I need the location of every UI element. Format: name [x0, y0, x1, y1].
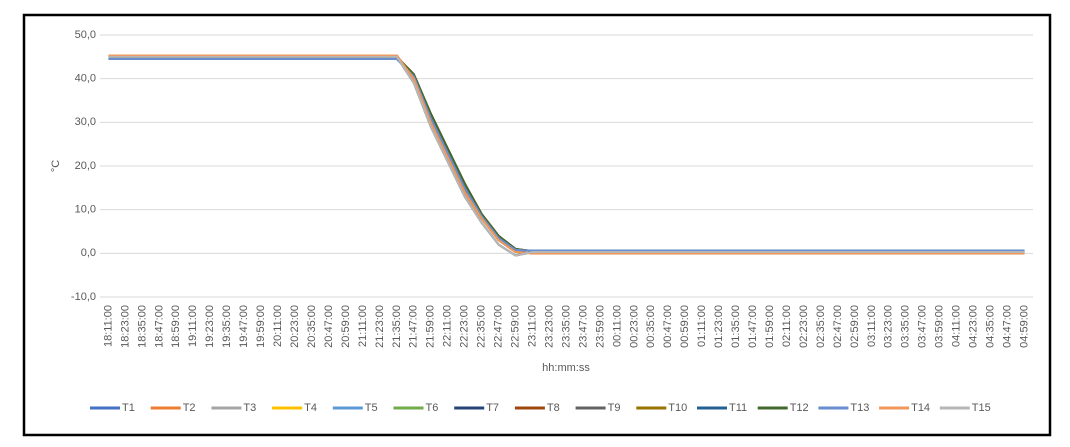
legend-label: T5	[365, 402, 378, 414]
series-line	[108, 58, 1025, 252]
legend-label: T1	[122, 402, 135, 414]
x-tick-label: 18:11:00	[102, 305, 114, 347]
x-tick-label: 22:59:00	[510, 305, 522, 348]
y-tick-label: 0,0	[81, 247, 96, 259]
x-tick-label: 23:59:00	[594, 305, 606, 348]
x-tick-label: 22:35:00	[476, 305, 488, 348]
chart-frame	[22, 13, 1052, 437]
y-axis-label: °C	[50, 160, 62, 172]
series-line	[108, 54, 1025, 255]
x-tick-label: 00:59:00	[679, 305, 691, 348]
legend-label: T10	[668, 402, 687, 414]
x-tick-label: 00:47:00	[662, 305, 674, 348]
x-tick-label: 00:23:00	[628, 305, 640, 348]
x-tick-label: 01:35:00	[730, 305, 742, 348]
legend-label: T14	[911, 402, 930, 414]
x-tick-label: 21:11:00	[357, 305, 369, 347]
x-tick-label: 01:59:00	[764, 305, 776, 348]
x-tick-label: 21:35:00	[391, 305, 403, 348]
x-tick-label: 03:35:00	[900, 305, 912, 348]
legend-label: T9	[608, 402, 621, 414]
x-tick-label: 01:23:00	[713, 305, 725, 348]
x-tick-label: 02:59:00	[849, 305, 861, 348]
x-tick-label: 18:59:00	[170, 305, 182, 348]
x-tick-label: 19:11:00	[187, 305, 199, 347]
legend-label: T6	[426, 402, 439, 414]
x-tick-label: 19:59:00	[255, 305, 267, 348]
x-tick-label: 22:47:00	[493, 305, 505, 348]
x-tick-label: 22:23:00	[459, 305, 471, 348]
x-tick-label: 21:47:00	[408, 305, 420, 348]
y-tick-label: -10,0	[71, 291, 96, 303]
x-tick-label: 20:47:00	[323, 305, 335, 348]
x-tick-label: 03:11:00	[866, 305, 878, 347]
legend-label: T12	[790, 402, 809, 414]
x-tick-label: 01:11:00	[696, 305, 708, 347]
x-tick-label: 23:35:00	[560, 305, 572, 348]
x-tick-label: 23:23:00	[543, 305, 555, 348]
y-tick-label: 50,0	[75, 29, 96, 41]
x-tick-label: 02:47:00	[832, 305, 844, 348]
x-tick-label: 02:23:00	[798, 305, 810, 348]
x-tick-label: 03:47:00	[917, 305, 929, 348]
x-tick-label: 04:23:00	[968, 305, 980, 348]
x-tick-label: 23:47:00	[577, 305, 589, 348]
y-tick-label: 20,0	[75, 160, 96, 172]
x-tick-label: 20:35:00	[306, 305, 318, 348]
legend-label: T8	[547, 402, 560, 414]
x-tick-label: 00:11:00	[611, 305, 623, 347]
x-tick-label: 20:23:00	[289, 305, 301, 348]
x-tick-label: 01:47:00	[747, 305, 759, 348]
y-tick-label: 40,0	[75, 73, 96, 85]
x-tick-label: 18:23:00	[119, 305, 131, 348]
x-tick-label: 23:11:00	[526, 305, 538, 347]
x-tick-label: 19:23:00	[204, 305, 216, 348]
legend-label: T2	[183, 402, 196, 414]
x-tick-label: 20:59:00	[340, 305, 352, 348]
x-tick-label: 21:23:00	[374, 305, 386, 348]
x-tick-label: 04:35:00	[984, 305, 996, 348]
x-tick-label: 20:11:00	[272, 305, 284, 347]
x-tick-label: 18:47:00	[153, 305, 165, 348]
x-tick-label: 18:35:00	[136, 305, 148, 348]
x-tick-label: 04:47:00	[1001, 305, 1013, 348]
x-tick-label: 04:11:00	[951, 305, 963, 347]
x-tick-label: 19:35:00	[221, 305, 233, 348]
x-tick-label: 22:11:00	[442, 305, 454, 347]
x-tick-label: 04:59:00	[1018, 305, 1030, 348]
x-tick-label: 02:11:00	[781, 305, 793, 347]
x-axis-label: hh:mm:ss	[542, 362, 590, 374]
x-tick-label: 03:23:00	[883, 305, 895, 348]
x-tick-label: 00:35:00	[645, 305, 657, 348]
x-tick-label: 21:59:00	[425, 305, 437, 348]
legend-label: T7	[486, 402, 499, 414]
y-tick-label: 30,0	[75, 116, 96, 128]
x-tick-label: 03:59:00	[934, 305, 946, 348]
y-tick-label: 10,0	[75, 204, 96, 216]
series-line	[108, 55, 1025, 257]
legend-label: T13	[850, 402, 869, 414]
legend-label: T11	[729, 402, 747, 414]
legend-label: T3	[243, 402, 256, 414]
x-tick-label: 19:47:00	[238, 305, 250, 348]
x-tick-label: 02:35:00	[815, 305, 827, 348]
legend-label: T15	[972, 402, 991, 414]
legend-label: T4	[304, 402, 317, 414]
